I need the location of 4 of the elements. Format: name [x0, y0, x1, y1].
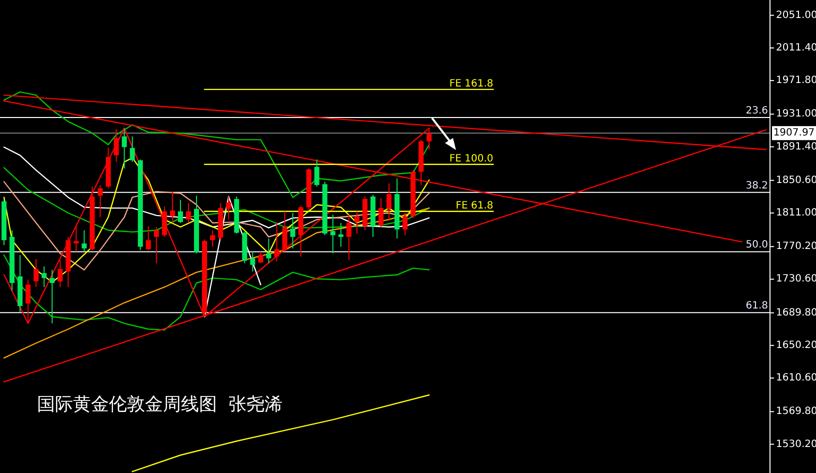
- series-label: FE 61.8: [456, 200, 494, 212]
- series-label: FE 161.8: [449, 78, 494, 90]
- text: 国际黄金伦敦金周线图 张尧浠: [37, 394, 282, 415]
- series-label: FE 100.0: [449, 153, 494, 164]
